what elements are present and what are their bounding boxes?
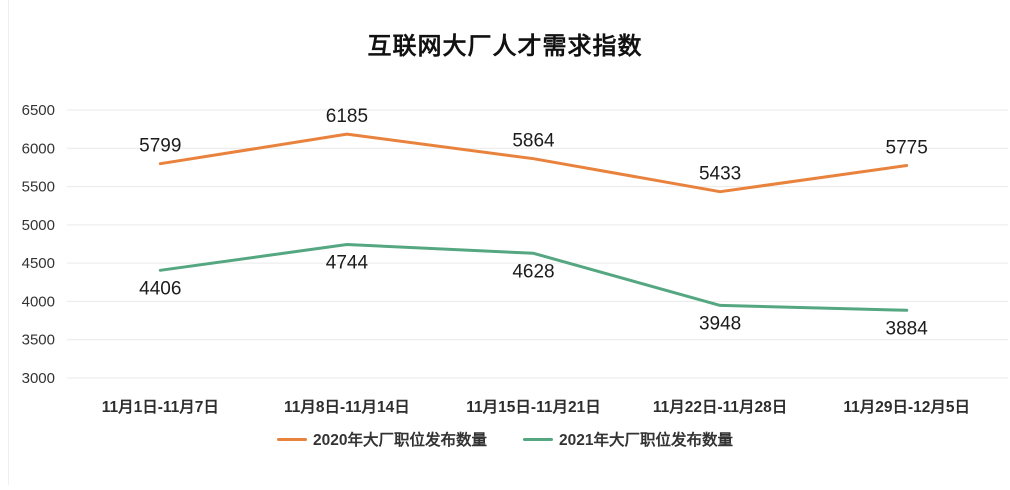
data-point-label: 5775 xyxy=(886,138,928,159)
x-axis-label: 11月1日-11月7日 xyxy=(102,398,219,416)
x-axis-label: 11月22日-11月28日 xyxy=(653,398,787,416)
data-point-label: 4744 xyxy=(326,252,369,273)
legend-swatch xyxy=(277,437,308,441)
y-axis-tick-label: 5500 xyxy=(22,179,55,196)
series-line-2021 xyxy=(158,243,909,312)
y-axis-tick-label: 5000 xyxy=(22,217,55,234)
data-point-label: 4406 xyxy=(139,278,181,299)
legend-swatch xyxy=(523,437,553,441)
data-point-label: 3948 xyxy=(699,313,741,334)
page-edge-divider xyxy=(8,0,9,485)
data-point-label: 5799 xyxy=(139,136,181,157)
y-axis-tick-label: 6000 xyxy=(22,140,55,157)
x-axis-label: 11月15日-11月21日 xyxy=(466,398,600,416)
data-point-label: 3884 xyxy=(886,318,929,339)
x-axis-label: 11月29日-12月5日 xyxy=(843,398,970,416)
data-point-label: 5864 xyxy=(512,131,555,152)
data-point-label: 6185 xyxy=(326,106,368,127)
chart-title: 互联网大厂人才需求指数 xyxy=(367,33,643,60)
legend-label: 2021年大厂职位发布数量 xyxy=(559,432,733,449)
y-axis-tick-label: 3000 xyxy=(22,370,55,387)
series-line-2020 xyxy=(158,132,909,194)
chart-legend: 2020年大厂职位发布数量 2021年大厂职位发布数量 xyxy=(0,428,1010,450)
legend-item: 2020年大厂职位发布数量 xyxy=(277,428,487,450)
legend-label: 2020年大厂职位发布数量 xyxy=(313,432,487,449)
data-point-label: 5433 xyxy=(699,164,741,185)
y-axis-tick-label: 6500 xyxy=(22,102,55,119)
x-axis-label: 11月8日-11月14日 xyxy=(284,398,410,416)
y-axis-tick-label: 4000 xyxy=(22,293,55,310)
y-axis-tick-label: 4500 xyxy=(22,255,55,272)
legend-item: 2021年大厂职位发布数量 xyxy=(523,428,733,450)
data-point-label: 4628 xyxy=(512,261,554,282)
y-axis-tick-label: 3500 xyxy=(22,332,55,349)
